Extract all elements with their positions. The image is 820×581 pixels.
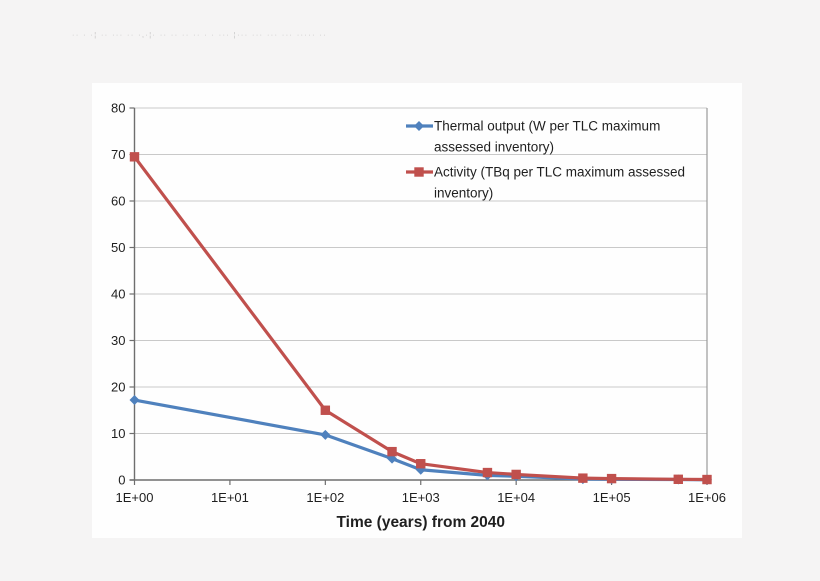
x-tick-label: 1E+00 [116,490,154,505]
y-tick-label: 80 [111,101,125,116]
x-tick-label: 1E+02 [306,490,344,505]
x-tick-label: 1E+03 [402,490,440,505]
x-axis-title: Time (years) from 2040 [336,514,505,531]
x-tick-label: 1E+01 [211,490,249,505]
y-tick-label: 10 [111,426,125,441]
y-tick-label: 0 [118,473,125,488]
legend-label: assessed inventory) [434,140,554,155]
legend-label: Thermal output (W per TLC maximum [434,119,660,134]
y-tick-label: 40 [111,287,125,302]
data-point-square [416,459,426,469]
faint-caption-text: ·· · ·¦ ·· ··· ·· ·,·¦· ·· ·· ·· ·· · · … [72,32,328,39]
data-point-square [482,467,493,478]
data-point-square [387,446,397,457]
y-tick-label: 60 [111,194,125,209]
data-point-square [673,474,683,485]
y-tick-label: 70 [111,147,125,162]
data-point-square [578,473,588,483]
x-tick-label: 1E+05 [593,490,631,505]
x-tick-label: 1E+04 [497,490,535,505]
x-tick-label: 1E+06 [688,490,726,505]
y-tick-label: 50 [111,240,125,255]
series-line-square [132,155,709,482]
legend-label: Activity (TBq per TLC maximum assessed [434,165,685,180]
data-point-square [320,405,331,415]
legend-key-marker [414,167,424,177]
data-point-square [606,473,617,484]
y-tick-label: 30 [111,333,125,348]
legend-label: inventory) [434,186,493,201]
y-tick-label: 20 [111,380,125,395]
data-point-square [129,152,140,162]
data-point-diamond [320,429,331,440]
data-point-square [511,469,521,480]
data-point-square [702,474,712,485]
legend-key-marker [414,121,424,131]
data-point-diamond [129,395,140,406]
